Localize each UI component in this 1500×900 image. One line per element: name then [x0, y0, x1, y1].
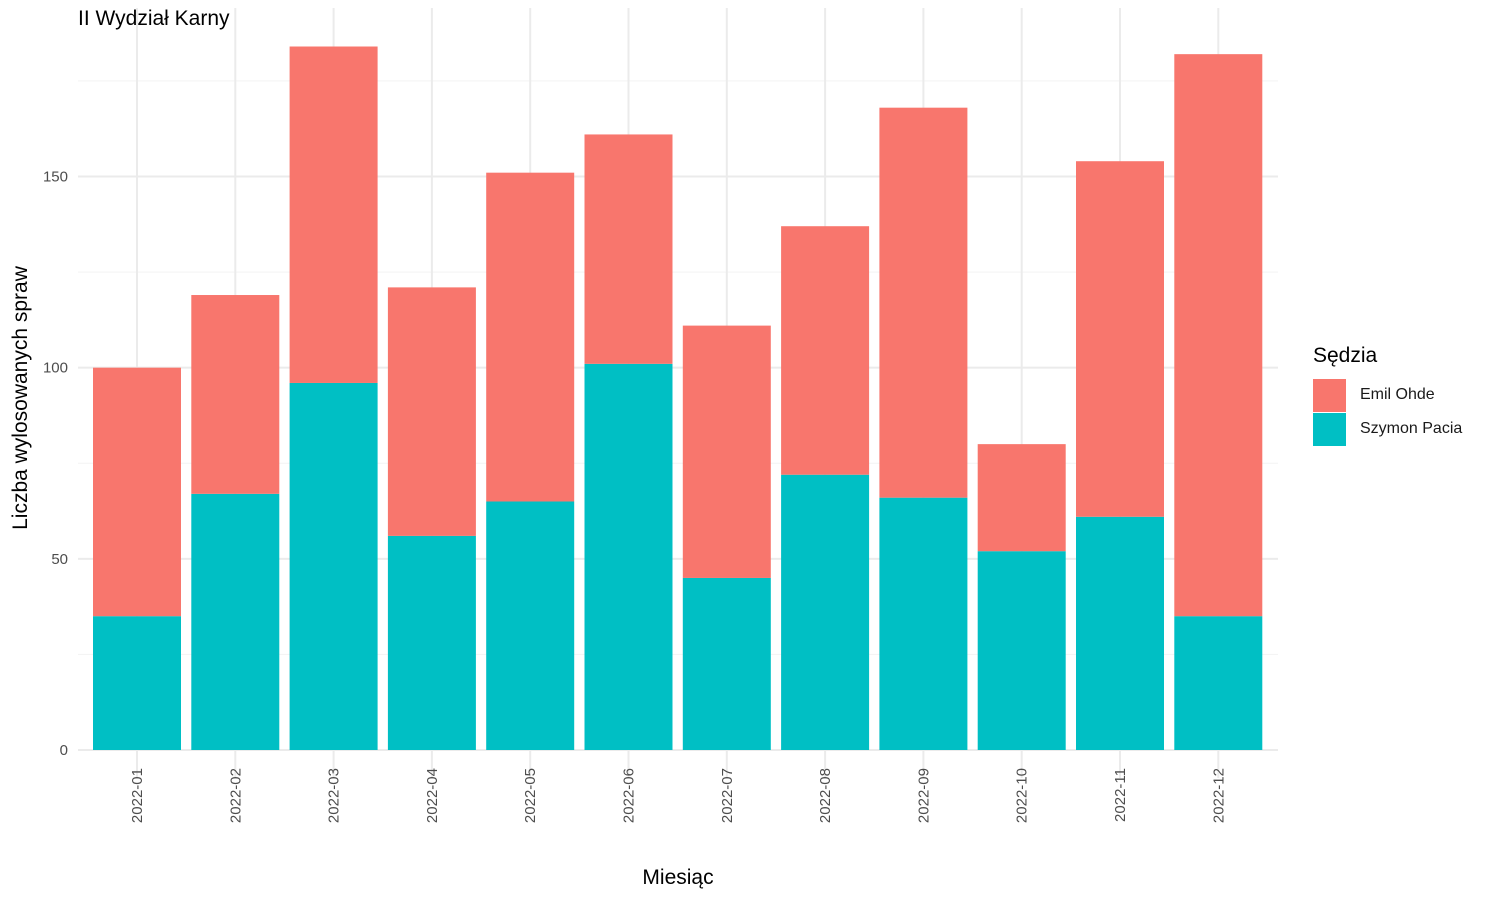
y-tick-label: 150 [43, 169, 68, 186]
x-tick-label: 2022-08 [817, 768, 834, 823]
bar-emil-ohde-2022-06 [584, 134, 673, 364]
bar-szymon-pacia-2022-05 [486, 501, 575, 750]
bar-emil-ohde-2022-07 [682, 325, 771, 578]
y-tick-label: 0 [60, 742, 68, 759]
legend-item-emil-ohde: Emil Ohde [1313, 378, 1462, 412]
legend-swatch-szymon-pacia [1313, 412, 1346, 446]
y-tick-label: 50 [51, 551, 68, 568]
bar-szymon-pacia-2022-09 [879, 497, 968, 750]
x-tick-label: 2022-12 [1210, 768, 1227, 823]
bar-emil-ohde-2022-01 [93, 367, 181, 617]
y-axis-label: Liczba wylosowanych spraw [9, 266, 32, 530]
bar-emil-ohde-2022-12 [1174, 54, 1263, 617]
x-tick-label: 2022-02 [227, 768, 244, 823]
x-tick-label: 2022-05 [522, 768, 539, 823]
bar-emil-ohde-2022-11 [1076, 161, 1164, 517]
x-tick-label: 2022-07 [719, 768, 736, 823]
x-tick-label: 2022-06 [621, 768, 638, 823]
x-tick-label: 2022-03 [326, 768, 343, 823]
legend-swatch-emil-ohde [1313, 378, 1346, 412]
legend-label-emil-ohde: Emil Ohde [1360, 386, 1435, 403]
bar-emil-ohde-2022-02 [191, 295, 280, 494]
bar-szymon-pacia-2022-11 [1076, 516, 1164, 750]
x-tick-label: 2022-09 [915, 768, 932, 823]
bar-szymon-pacia-2022-08 [781, 474, 870, 750]
bars [93, 46, 1263, 750]
legend-title: Sędzia [1313, 344, 1378, 367]
bar-emil-ohde-2022-03 [289, 46, 378, 383]
bar-szymon-pacia-2022-06 [584, 363, 673, 750]
y-axis-ticks: 0 50 100 150 [43, 169, 68, 760]
bar-szymon-pacia-2022-12 [1174, 616, 1263, 750]
legend-label-szymon-pacia: Szymon Pacia [1360, 420, 1463, 437]
legend-item-szymon-pacia: Szymon Pacia [1313, 412, 1462, 446]
legend: Sędzia Emil Ohde Szymon Pacia [1313, 344, 1462, 446]
x-axis-ticks: 2022-01 2022-02 2022-03 2022-04 2022-05 2022-… [129, 768, 1227, 823]
bar-emil-ohde-2022-04 [387, 287, 476, 536]
chart-title: II Wydział Karny [78, 7, 230, 30]
bar-emil-ohde-2022-10 [977, 444, 1066, 552]
bar-szymon-pacia-2022-07 [682, 577, 771, 750]
bar-emil-ohde-2022-08 [781, 226, 870, 475]
y-tick-label: 100 [43, 360, 68, 377]
bar-emil-ohde-2022-05 [486, 172, 575, 502]
bar-szymon-pacia-2022-03 [289, 382, 378, 750]
x-tick-label: 2022-11 [1112, 768, 1129, 822]
x-axis-label: Miesiąc [642, 866, 714, 889]
bar-szymon-pacia-2022-04 [387, 535, 476, 750]
bar-szymon-pacia-2022-01 [93, 616, 181, 750]
bar-emil-ohde-2022-09 [879, 107, 968, 498]
x-tick-label: 2022-10 [1014, 768, 1031, 823]
x-tick-label: 2022-01 [129, 768, 146, 823]
bar-szymon-pacia-2022-10 [977, 551, 1066, 750]
bar-szymon-pacia-2022-02 [191, 493, 280, 750]
x-tick-label: 2022-04 [424, 768, 441, 823]
